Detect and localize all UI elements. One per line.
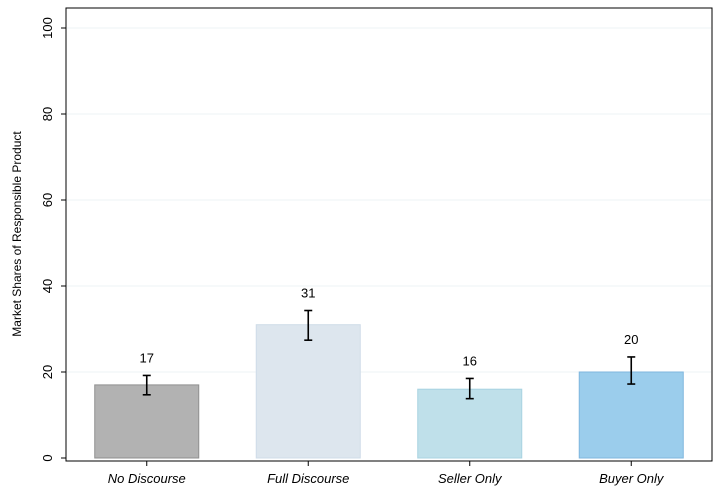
y-tick-label: 20 — [40, 365, 55, 379]
y-tick-label: 60 — [40, 193, 55, 207]
y-tick-label: 80 — [40, 107, 55, 121]
data-labels: 17 31 16 20 — [140, 286, 639, 369]
data-label: 31 — [301, 286, 315, 301]
data-label: 20 — [624, 332, 638, 347]
y-axis: 0 20 40 60 80 100 — [40, 17, 66, 462]
x-tick-label: No Discourse — [108, 471, 186, 486]
bars — [94, 324, 684, 459]
data-label: 16 — [463, 353, 477, 368]
y-axis-title: Market Shares of Responsible Product — [10, 131, 24, 337]
x-axis: No Discourse Full Discourse Seller Only Buy… — [108, 461, 665, 486]
bar — [417, 388, 523, 459]
error-bars — [142, 309, 636, 400]
y-tick-label: 100 — [40, 17, 55, 39]
x-tick-label: Full Discourse — [267, 471, 349, 486]
bar — [578, 371, 684, 459]
data-label: 17 — [140, 350, 154, 365]
x-tick-label: Buyer Only — [599, 471, 665, 486]
bar — [255, 324, 361, 459]
bar — [94, 384, 200, 459]
y-tick-label: 0 — [40, 454, 55, 461]
x-tick-label: Seller Only — [438, 471, 503, 486]
y-tick-label: 40 — [40, 279, 55, 293]
